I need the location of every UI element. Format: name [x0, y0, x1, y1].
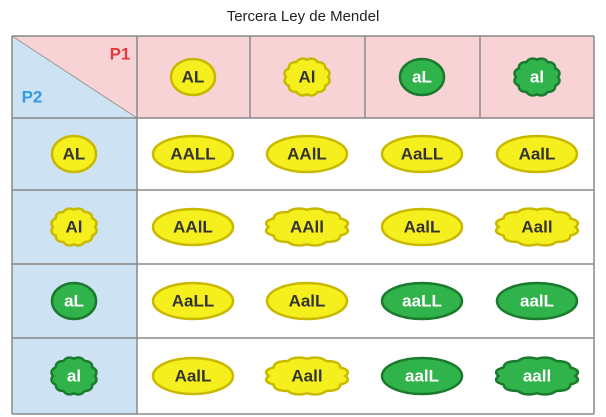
seed: AL — [169, 57, 217, 97]
smooth-seed — [169, 57, 217, 97]
seed: AaLL — [380, 134, 464, 174]
genotype: Al — [66, 217, 83, 236]
genotype: AL — [182, 67, 205, 86]
smooth-seed — [380, 356, 464, 396]
genotype: al — [67, 366, 81, 385]
seed: AalL — [265, 281, 349, 321]
seed: Aall — [264, 356, 350, 396]
seed: aL — [50, 281, 98, 321]
seed: AalL — [380, 207, 464, 247]
p1-label: P1 — [110, 44, 131, 63]
smooth-seed — [380, 207, 464, 247]
genotype: Aall — [521, 217, 552, 236]
wrinkled-seed — [264, 207, 350, 247]
seed: AALL — [151, 134, 235, 174]
smooth-seed — [495, 281, 579, 321]
seed: AL — [50, 134, 98, 174]
smooth-seed — [398, 57, 446, 97]
seed: AalL — [151, 356, 235, 396]
seed: aalL — [380, 356, 464, 396]
seed: AaLL — [151, 281, 235, 321]
seed: aL — [398, 57, 446, 97]
smooth-seed — [50, 281, 98, 321]
genotype: AALL — [170, 144, 215, 163]
smooth-seed — [265, 281, 349, 321]
smooth-seed — [151, 134, 235, 174]
genotype: aalL — [520, 291, 554, 310]
seed: al — [50, 356, 98, 396]
genotype: AAlL — [287, 144, 327, 163]
grid-lines — [11, 35, 595, 415]
genotype: AAll — [290, 217, 324, 236]
genotype: Al — [299, 67, 316, 86]
smooth-seed — [151, 207, 235, 247]
wrinkled-seed — [264, 356, 350, 396]
seed: Aall — [494, 207, 580, 247]
genotype: AalL — [175, 366, 212, 385]
genotype: aall — [523, 366, 551, 385]
genotype: AL — [63, 144, 86, 163]
seed: Al — [50, 207, 98, 247]
smooth-seed — [380, 281, 464, 321]
seed: Al — [283, 57, 331, 97]
genotype: aL — [412, 67, 432, 86]
seed: AAll — [264, 207, 350, 247]
genotype: al — [530, 67, 544, 86]
wrinkled-seed — [494, 207, 580, 247]
seed: AAlL — [151, 207, 235, 247]
corner-diagonal — [11, 35, 138, 119]
smooth-seed — [380, 134, 464, 174]
genotype: AaLL — [401, 144, 444, 163]
genotype: aL — [64, 291, 84, 310]
smooth-seed — [151, 356, 235, 396]
genotype: AalL — [519, 144, 556, 163]
genotype: AAlL — [173, 217, 213, 236]
title: Tercera Ley de Mendel — [227, 8, 380, 25]
smooth-seed — [495, 134, 579, 174]
wrinkled-seed — [283, 57, 331, 97]
seed: aaLL — [380, 281, 464, 321]
seed: aalL — [495, 281, 579, 321]
genotype: aalL — [405, 366, 439, 385]
p2-label: P2 — [22, 87, 43, 106]
genotype: AalL — [289, 291, 326, 310]
wrinkled-seed — [513, 57, 561, 97]
genotype: AaLL — [172, 291, 215, 310]
seed: al — [513, 57, 561, 97]
wrinkled-seed — [494, 356, 580, 396]
seed: AalL — [495, 134, 579, 174]
seed: AAlL — [265, 134, 349, 174]
genotype: aaLL — [402, 291, 442, 310]
wrinkled-seed — [50, 356, 98, 396]
smooth-seed — [151, 281, 235, 321]
wrinkled-seed — [50, 207, 98, 247]
genotype: AalL — [404, 217, 441, 236]
smooth-seed — [50, 134, 98, 174]
seed: aall — [494, 356, 580, 396]
genotype: Aall — [291, 366, 322, 385]
smooth-seed — [265, 134, 349, 174]
